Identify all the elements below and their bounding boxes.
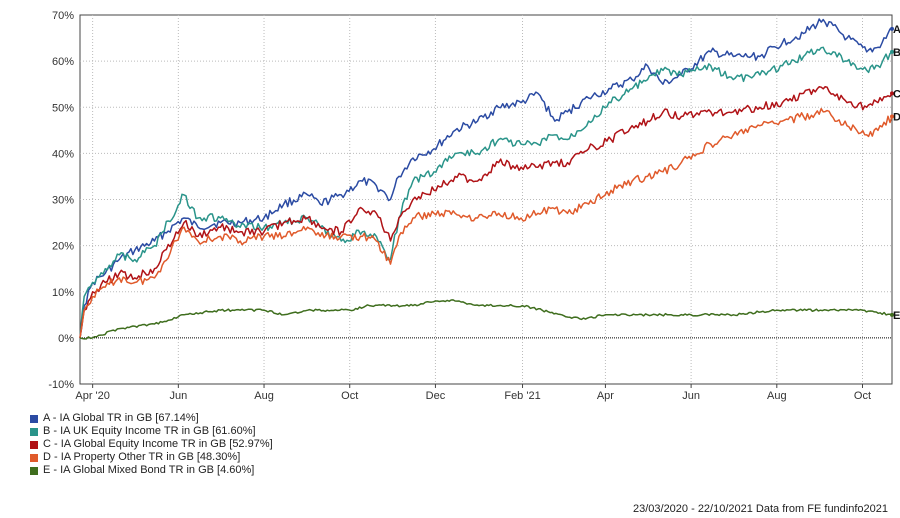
x-tick-label: Oct — [854, 390, 871, 402]
x-tick-label: Aug — [254, 390, 274, 402]
y-tick-label: 30% — [52, 195, 74, 207]
series-end-label-e: E — [893, 310, 900, 322]
x-tick-label: Jun — [169, 390, 187, 402]
grid-layer — [80, 15, 892, 388]
legend-item-a: A - IA Global TR in GB [67.14%] — [30, 412, 273, 425]
x-tick-label: Aug — [767, 390, 787, 402]
series-end-marker-a — [890, 26, 894, 31]
legend-item-d: D - IA Property Other TR in GB [48.30%] — [30, 451, 273, 464]
legend-label: B - IA UK Equity Income TR in GB [61.60%… — [43, 425, 256, 437]
legend-label: D - IA Property Other TR in GB [48.30%] — [43, 451, 241, 463]
y-tick-label: 50% — [52, 102, 74, 114]
x-tick-label: Apr — [597, 390, 614, 402]
y-tick-label: 10% — [52, 287, 74, 299]
series-line-c — [79, 85, 893, 339]
legend-swatch — [30, 466, 38, 475]
series-line-a — [79, 18, 893, 339]
legend-swatch — [30, 453, 38, 462]
y-tick-label: 40% — [52, 148, 74, 160]
series-line-b — [79, 46, 893, 338]
series-line-e — [79, 299, 893, 340]
series-end-marker-e — [890, 312, 894, 317]
legend: A - IA Global TR in GB [67.14%] B - IA UK… — [30, 412, 273, 477]
series-end-label-b: B — [893, 47, 900, 59]
series-line-d — [79, 107, 893, 339]
x-tick-label: Feb '21 — [504, 390, 540, 402]
series-end-label-d: D — [893, 111, 900, 123]
x-tick-label: Dec — [426, 390, 446, 402]
legend-label: A - IA Global TR in GB [67.14%] — [43, 412, 199, 424]
series-end-marker-d — [890, 114, 894, 119]
x-tick-label: Jun — [682, 390, 700, 402]
series-end-marker-c — [890, 91, 894, 96]
legend-item-c: C - IA Global Equity Income TR in GB [52… — [30, 438, 273, 451]
x-tick-label: Oct — [341, 390, 358, 402]
y-tick-label: 20% — [52, 241, 74, 253]
legend-swatch — [30, 414, 38, 423]
legend-swatch — [30, 440, 38, 449]
footer-date-range-source: 23/03/2020 - 22/10/2021 Data from FE fun… — [632, 503, 888, 515]
label-layer: 70% 60% 50% 40% 30% 20% 10% 0% -10%Apr '20 Jun Aug… — [48, 10, 900, 402]
legend-item-e: E - IA Global Mixed Bond TR in GB [4.60%… — [30, 464, 273, 477]
x-tick-label: Apr '20 — [75, 390, 110, 402]
legend-label: C - IA Global Equity Income TR in GB [52… — [43, 438, 273, 450]
legend-item-b: B - IA UK Equity Income TR in GB [61.60%… — [30, 425, 273, 438]
y-tick-label: 0% — [58, 333, 74, 345]
y-tick-label: -10% — [48, 379, 74, 391]
legend-swatch — [30, 427, 38, 436]
series-end-label-a: A — [893, 24, 900, 36]
y-tick-label: 70% — [52, 10, 74, 22]
series-layer — [79, 18, 894, 340]
series-end-label-c: C — [893, 88, 900, 100]
series-end-marker-b — [890, 49, 894, 54]
legend-label: E - IA Global Mixed Bond TR in GB [4.60%… — [43, 464, 255, 476]
y-tick-label: 60% — [52, 56, 74, 68]
